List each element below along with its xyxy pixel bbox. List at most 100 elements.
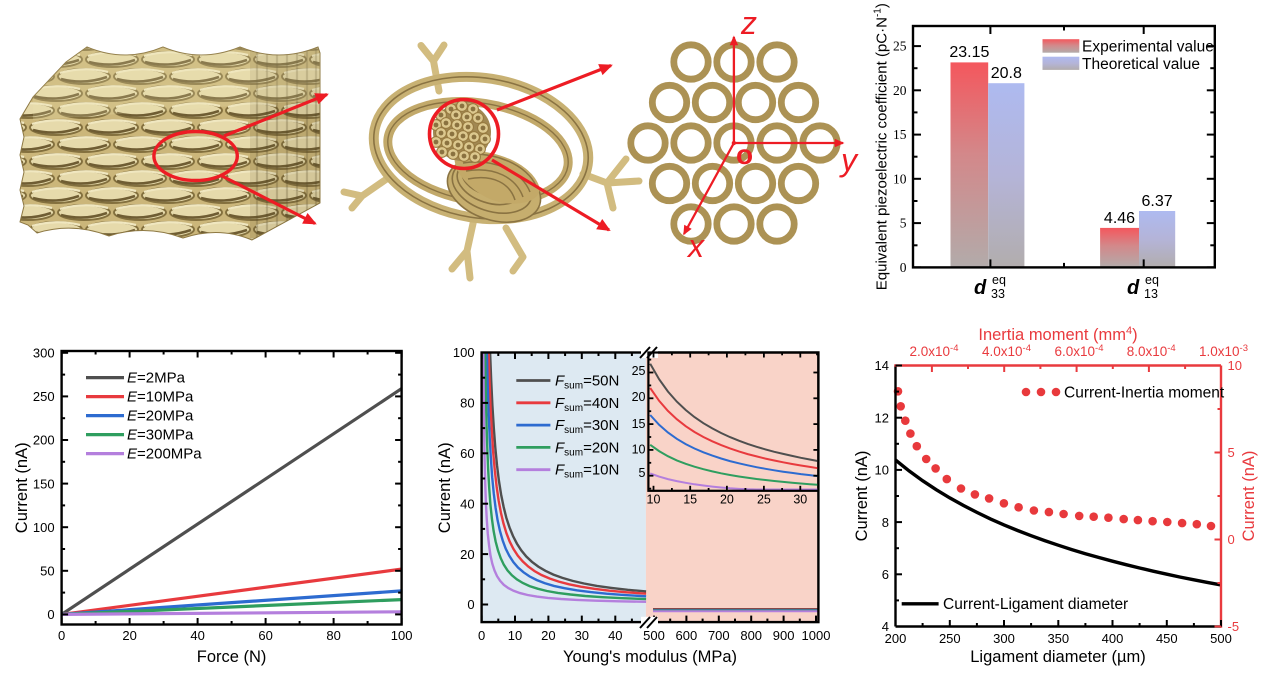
svg-text:25: 25 (893, 39, 907, 54)
svg-text:60: 60 (258, 628, 272, 643)
svg-text:E=30MPa: E=30MPa (127, 427, 194, 444)
svg-text:400: 400 (1102, 631, 1124, 646)
svg-text:Current-Inertia moment: Current-Inertia moment (1064, 384, 1225, 401)
svg-text:250: 250 (939, 631, 961, 646)
svg-text:60: 60 (460, 446, 474, 461)
svg-text:Fsum=40N: Fsum=40N (555, 395, 619, 414)
svg-text:20: 20 (460, 547, 474, 562)
svg-text:40: 40 (190, 628, 204, 643)
svg-text:40: 40 (608, 628, 622, 643)
svg-text:20.8: 20.8 (991, 65, 1022, 82)
svg-text:80: 80 (326, 628, 340, 643)
svg-text:15: 15 (683, 493, 697, 507)
svg-text:8: 8 (882, 515, 889, 530)
svg-text:10: 10 (632, 443, 646, 457)
svg-text:Fsum=30N: Fsum=30N (555, 417, 619, 436)
svg-text:Inertia moment (mm4): Inertia moment (mm4) (978, 325, 1137, 344)
svg-text:10: 10 (1228, 358, 1242, 373)
svg-text:300: 300 (993, 631, 1015, 646)
svg-text:eq: eq (1145, 273, 1159, 287)
svg-text:12: 12 (875, 410, 889, 425)
svg-text:20: 20 (720, 493, 734, 507)
svg-text:0: 0 (47, 607, 54, 622)
svg-text:Young's modulus (MPa): Young's modulus (MPa) (563, 648, 737, 666)
svg-text:250: 250 (33, 389, 55, 404)
svg-text:10: 10 (508, 628, 522, 643)
svg-text:15: 15 (632, 417, 646, 431)
svg-text:Ligament diameter (µm): Ligament diameter (µm) (970, 648, 1145, 666)
svg-text:x: x (686, 228, 705, 264)
svg-text:5: 5 (639, 466, 646, 480)
svg-text:30: 30 (793, 493, 807, 507)
svg-text:1000: 1000 (802, 628, 831, 643)
svg-text:z: z (740, 5, 757, 41)
svg-text:d: d (1127, 277, 1140, 299)
svg-text:150: 150 (33, 476, 55, 491)
svg-text:14: 14 (875, 358, 889, 373)
svg-text:y: y (839, 142, 859, 178)
svg-text:10: 10 (647, 493, 661, 507)
svg-text:0: 0 (900, 260, 907, 275)
svg-text:8.0x10-4: 8.0x10-4 (1127, 343, 1176, 359)
svg-text:Current (nA): Current (nA) (1240, 451, 1258, 542)
svg-text:Fsum=50N: Fsum=50N (555, 373, 619, 392)
svg-text:200: 200 (33, 433, 55, 448)
svg-text:1.0x10-3: 1.0x10-3 (1199, 343, 1248, 359)
svg-text:700: 700 (708, 628, 730, 643)
svg-text:10: 10 (875, 463, 889, 478)
svg-text:20: 20 (541, 628, 555, 643)
svg-text:200: 200 (885, 631, 907, 646)
svg-text:2.0x10-4: 2.0x10-4 (910, 343, 959, 359)
svg-text:5: 5 (1228, 445, 1235, 460)
svg-text:E=20MPa: E=20MPa (127, 408, 194, 425)
svg-text:33: 33 (991, 287, 1005, 301)
svg-text:25: 25 (757, 493, 771, 507)
svg-text:600: 600 (676, 628, 698, 643)
svg-text:6.0x10-4: 6.0x10-4 (1055, 343, 1104, 359)
svg-text:15: 15 (893, 127, 907, 142)
svg-text:20: 20 (632, 390, 646, 404)
svg-text:Current-Ligament diameter: Current-Ligament diameter (943, 596, 1128, 613)
svg-text:Equivalent piezoelectric coeff: Equivalent piezoelectric coefficient (pC… (873, 3, 891, 290)
svg-text:300: 300 (33, 346, 55, 361)
svg-text:eq: eq (992, 273, 1006, 287)
svg-text:100: 100 (453, 345, 475, 360)
svg-text:0: 0 (467, 597, 474, 612)
svg-text:6: 6 (882, 567, 889, 582)
svg-text:Theoretical value: Theoretical value (1082, 56, 1200, 73)
svg-text:-5: -5 (1228, 619, 1240, 634)
svg-text:23.15: 23.15 (949, 44, 989, 61)
svg-text:0: 0 (478, 628, 485, 643)
svg-text:0: 0 (58, 628, 65, 643)
svg-text:80: 80 (460, 396, 474, 411)
svg-text:350: 350 (1047, 631, 1069, 646)
svg-text:100: 100 (391, 628, 413, 643)
svg-text:Current (nA): Current (nA) (13, 442, 31, 533)
svg-text:20: 20 (893, 83, 907, 98)
svg-text:E=2MPa: E=2MPa (127, 370, 186, 387)
svg-text:20: 20 (122, 628, 136, 643)
svg-text:4.0x10-4: 4.0x10-4 (982, 343, 1031, 359)
svg-text:13: 13 (1144, 287, 1158, 301)
svg-text:40: 40 (460, 496, 474, 511)
svg-text:500: 500 (1210, 631, 1232, 646)
svg-text:0: 0 (1228, 532, 1235, 547)
svg-text:10: 10 (893, 171, 907, 186)
svg-text:Current (nA): Current (nA) (436, 442, 454, 533)
svg-text:E=10MPa: E=10MPa (127, 389, 194, 406)
svg-text:Fsum=10N: Fsum=10N (555, 462, 619, 481)
svg-text:50: 50 (40, 564, 54, 579)
svg-text:o: o (736, 139, 753, 170)
svg-text:Force (N): Force (N) (197, 648, 267, 666)
svg-text:4: 4 (882, 619, 889, 634)
svg-text:5: 5 (900, 216, 907, 231)
svg-text:6.37: 6.37 (1142, 193, 1173, 210)
svg-text:E=200MPa: E=200MPa (127, 446, 202, 463)
svg-text:Current (nA): Current (nA) (853, 451, 871, 542)
svg-text:Fsum=20N: Fsum=20N (555, 439, 619, 458)
svg-text:900: 900 (773, 628, 795, 643)
svg-text:450: 450 (1156, 631, 1178, 646)
svg-text:25: 25 (632, 364, 646, 378)
svg-text:Experimental value: Experimental value (1082, 39, 1214, 56)
svg-text:100: 100 (33, 520, 55, 535)
